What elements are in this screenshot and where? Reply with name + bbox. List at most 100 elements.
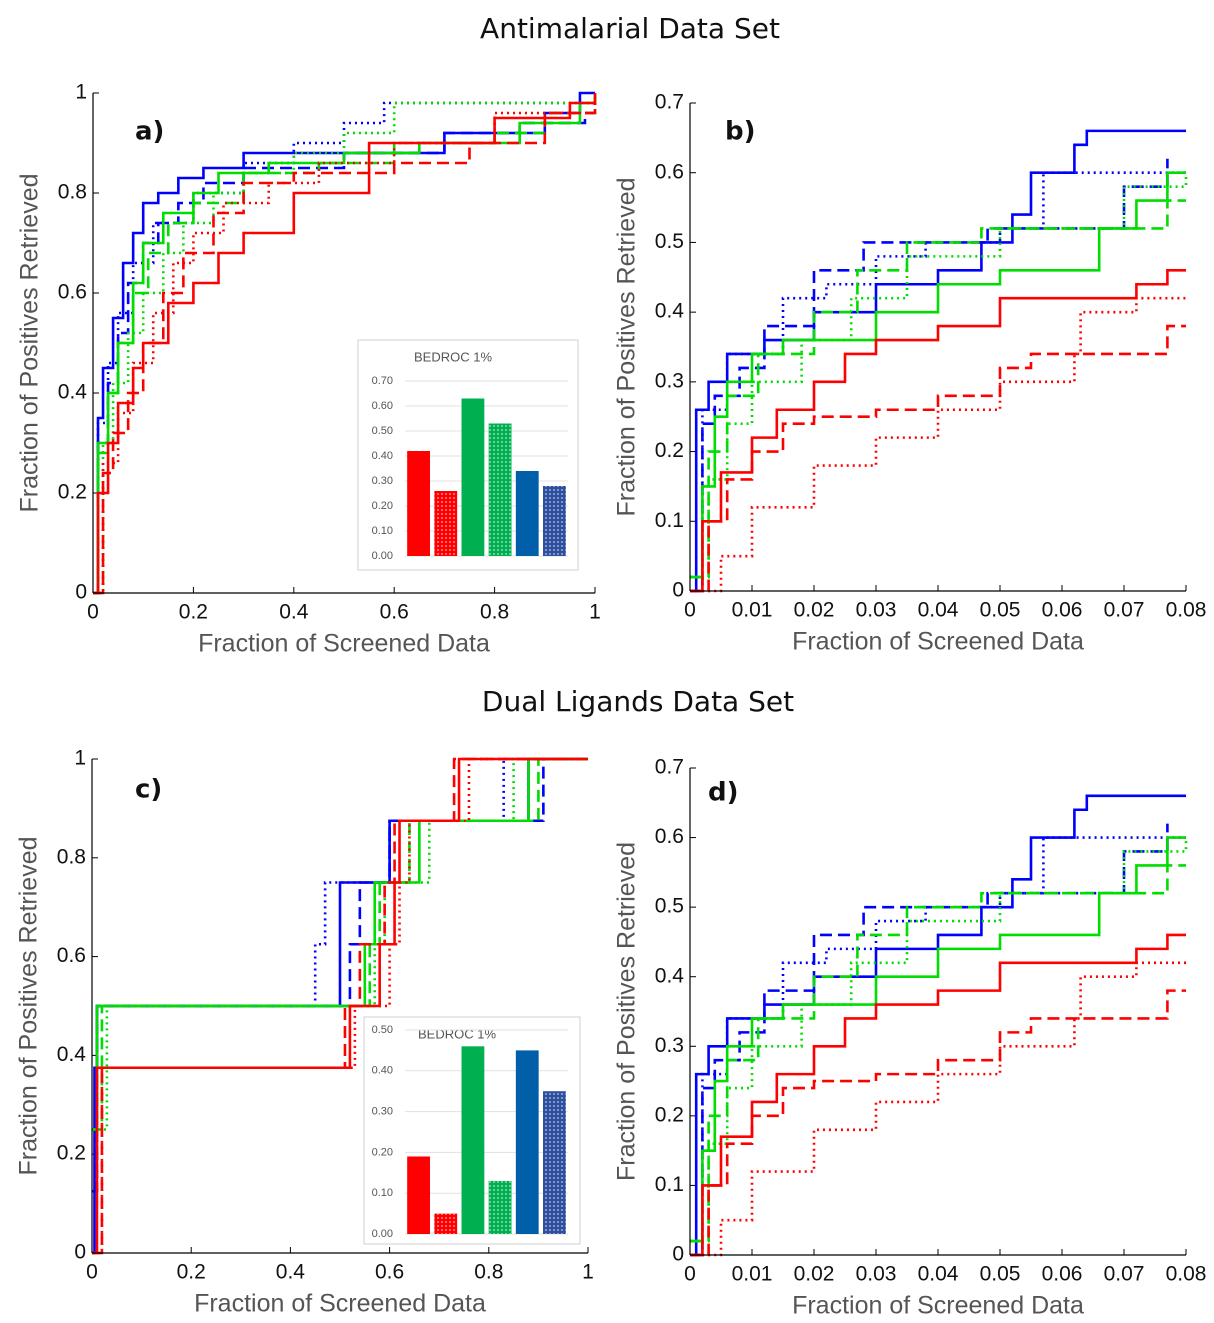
series-line	[93, 103, 597, 595]
series-line	[92, 757, 588, 1131]
y-tick-label: 0.4	[58, 381, 88, 404]
y-tick-label: 0.8	[58, 181, 87, 204]
series-line	[92, 757, 588, 1255]
x-tick-label: 0.8	[480, 601, 509, 624]
series-line	[690, 864, 1186, 1243]
y-tick-label: 0.6	[57, 944, 86, 967]
series-line	[93, 93, 597, 595]
x-tick-label: 0.02	[794, 1263, 835, 1286]
series-line	[690, 171, 1186, 593]
series-line	[690, 933, 1186, 1257]
y-tick-label: 0.1	[655, 509, 684, 532]
x-tick-label: 0.07	[1104, 1263, 1145, 1286]
series-line	[696, 961, 1186, 1257]
series-line	[690, 324, 1186, 593]
x-tick-label: 0.04	[918, 1263, 959, 1286]
y-tick-label: 0.00	[372, 550, 393, 562]
bar-texture	[434, 1213, 458, 1234]
series-line	[690, 171, 1186, 579]
series-line	[92, 757, 588, 1255]
y-axis-label: Fraction of Positives Retrieved	[15, 836, 43, 1175]
y-tick-label: 0.3	[655, 1034, 684, 1057]
series-line	[690, 158, 1169, 593]
bar-texture	[488, 1180, 512, 1234]
inset-title: BEDROC 1%	[418, 1026, 496, 1041]
x-tick-label: 0.01	[732, 1263, 773, 1286]
bar-texture	[488, 423, 512, 556]
y-tick-label: 0.1	[655, 1173, 684, 1196]
bar	[407, 451, 430, 556]
y-tick-label: 0.4	[57, 1043, 87, 1066]
x-tick-label: 0.08	[1166, 599, 1207, 622]
series-line	[690, 837, 1188, 1243]
panel-label: a)	[135, 117, 164, 147]
x-tick-label: 0.6	[380, 601, 409, 624]
y-tick-label: 0.5	[655, 230, 684, 253]
bar	[407, 1156, 430, 1234]
x-tick-label: 1	[582, 1261, 594, 1284]
y-tick-label: 0	[75, 581, 87, 604]
y-tick-label: 0.20	[372, 500, 393, 512]
series-line	[690, 129, 1186, 593]
series-line	[92, 757, 588, 1193]
series-line	[690, 172, 1188, 579]
x-tick-label: 0	[684, 599, 696, 622]
y-tick-label: 0.3	[655, 369, 684, 392]
x-tick-label: 0.4	[279, 601, 309, 624]
y-tick-label: 0.70	[372, 375, 393, 387]
x-tick-label: 0.06	[1042, 599, 1083, 622]
y-tick-label: 1	[74, 747, 86, 770]
y-tick-label: 0.8	[57, 845, 86, 868]
x-tick-label: 1	[589, 601, 601, 624]
series-line	[696, 296, 1186, 593]
bar-texture	[543, 1091, 566, 1234]
y-tick-label: 0.30	[372, 1106, 393, 1118]
series-line	[93, 103, 597, 595]
x-axis-label: Fraction of Screened Data	[792, 1292, 1084, 1320]
y-tick-label: 0.2	[58, 481, 87, 504]
series-line	[690, 836, 1186, 1243]
bar-texture	[543, 486, 566, 556]
y-tick-label: 0.7	[655, 756, 684, 779]
series-line	[690, 794, 1186, 1257]
bar	[461, 398, 485, 556]
series-line	[93, 93, 597, 595]
x-tick-label: 0.05	[980, 1263, 1021, 1286]
x-tick-label: 0	[87, 601, 99, 624]
y-tick-label: 0	[672, 1243, 684, 1266]
y-tick-label: 0.6	[655, 825, 684, 848]
y-axis-label: Fraction of Positives Retrieved	[613, 177, 641, 516]
x-tick-label: 0.8	[474, 1261, 503, 1284]
series-line	[93, 91, 595, 595]
x-tick-label: 0.03	[856, 1263, 897, 1286]
y-tick-label: 0.00	[372, 1228, 393, 1240]
x-tick-label: 0.04	[918, 599, 959, 622]
series-line	[690, 199, 1186, 579]
x-axis-label: Fraction of Screened Data	[792, 628, 1084, 656]
bar-texture	[434, 491, 458, 556]
series-line	[690, 823, 1169, 1257]
x-axis-label: Fraction of Screened Data	[194, 1290, 486, 1318]
series-line	[92, 757, 588, 1193]
y-tick-label: 0	[74, 1241, 86, 1264]
x-tick-label: 0.05	[980, 599, 1021, 622]
series-line	[93, 111, 595, 595]
bar	[515, 471, 539, 556]
x-tick-label: 0.02	[794, 599, 835, 622]
y-tick-label: 0.50	[372, 1024, 393, 1036]
y-tick-label: 0.60	[372, 400, 393, 412]
panel-label: b)	[725, 117, 756, 147]
y-tick-label: 0.2	[655, 439, 684, 462]
y-tick-label: 0.10	[372, 1187, 393, 1199]
x-tick-label: 0.03	[856, 599, 897, 622]
series-line	[690, 989, 1186, 1257]
bar	[515, 1050, 539, 1234]
y-tick-label: 0.7	[655, 91, 684, 114]
y-tick-label: 0.4	[655, 964, 685, 987]
y-axis-label: Fraction of Positives Retrieved	[613, 842, 641, 1181]
y-tick-label: 0.40	[372, 450, 393, 462]
x-tick-label: 0.01	[732, 599, 773, 622]
series-line	[92, 757, 588, 1131]
y-tick-label: 0.4	[655, 300, 685, 323]
